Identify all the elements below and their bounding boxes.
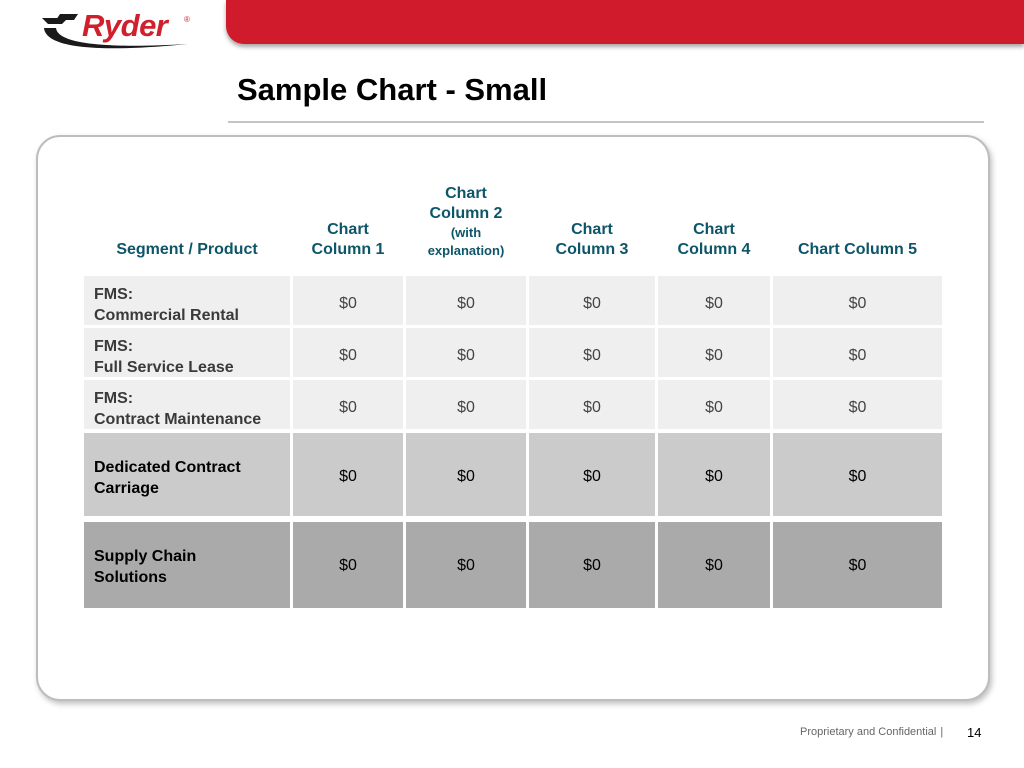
- header-col-2: Chart Column 2 (with explanation): [427, 185, 505, 258]
- table-cell: $0: [773, 433, 942, 516]
- table-row: FMS: Commercial Rental $0 $0 $0 $0 $0: [84, 276, 942, 325]
- table-cell: $0: [406, 328, 526, 377]
- table-cell: $0: [406, 276, 526, 325]
- footer-separator: |: [940, 726, 944, 738]
- ryder-logo: Ryder ®: [38, 6, 198, 52]
- table-cell: $0: [529, 276, 655, 325]
- table-row: Supply Chain Solutions $0 $0 $0 $0 $0: [84, 522, 942, 608]
- row-label: FMS: Commercial Rental: [84, 276, 290, 325]
- table-cell: $0: [293, 522, 403, 608]
- title-divider: [228, 121, 984, 123]
- table-cell: $0: [293, 433, 403, 516]
- registered-mark: ®: [184, 15, 190, 24]
- table-cell: $0: [658, 276, 770, 325]
- table-cell: $0: [293, 276, 403, 325]
- table-cell: $0: [529, 328, 655, 377]
- table-cell: $0: [529, 380, 655, 429]
- page-title: Sample Chart - Small: [237, 72, 548, 107]
- table-row: FMS: Contract Maintenance $0 $0 $0 $0 $0: [84, 380, 942, 429]
- ryder-swoosh-icon: [42, 14, 188, 49]
- table-cell: $0: [658, 328, 770, 377]
- table-cell: $0: [529, 522, 655, 608]
- row-label: FMS: Full Service Lease: [84, 328, 290, 377]
- table-cell: $0: [773, 380, 942, 429]
- row-label: Dedicated Contract Carriage: [84, 433, 290, 516]
- header-col-3: Chart Column 3: [555, 221, 629, 258]
- header-segment: Segment / Product: [116, 241, 258, 258]
- table-cell: $0: [773, 276, 942, 325]
- header-col-5: Chart Column 5: [797, 241, 918, 258]
- table-cell: $0: [658, 433, 770, 516]
- table-cell: $0: [773, 328, 942, 377]
- footer-confidential: Proprietary and Confidential |: [800, 726, 944, 738]
- table-cell: $0: [406, 522, 526, 608]
- row-label: FMS: Contract Maintenance: [84, 380, 290, 429]
- header-col-1: Chart Column 1: [311, 221, 385, 258]
- page-number: 14: [967, 725, 982, 740]
- table-cell: $0: [773, 522, 942, 608]
- table-cell: $0: [658, 380, 770, 429]
- table-row: Dedicated Contract Carriage $0 $0 $0 $0 $…: [84, 433, 942, 516]
- table-cell: $0: [406, 380, 526, 429]
- table-row: FMS: Full Service Lease $0 $0 $0 $0 $0: [84, 328, 942, 377]
- table-cell: $0: [293, 328, 403, 377]
- header-red-band: [226, 0, 1024, 44]
- table-cell: $0: [406, 433, 526, 516]
- logo-wordmark: Ryder: [82, 8, 168, 43]
- table-cell: $0: [293, 380, 403, 429]
- header-col-4: Chart Column 4: [677, 221, 751, 258]
- row-label: Supply Chain Solutions: [84, 522, 290, 608]
- table-cell: $0: [529, 433, 655, 516]
- table-cell: $0: [658, 522, 770, 608]
